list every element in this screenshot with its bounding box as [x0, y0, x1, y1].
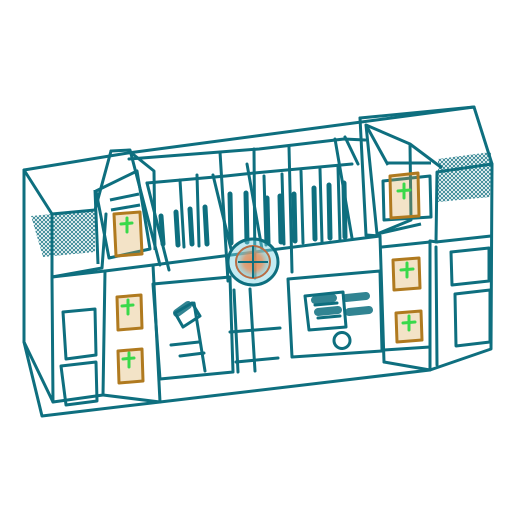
lower-left-assembly: [61, 277, 280, 405]
hatched-rods: [177, 296, 369, 313]
center-spherical-component: [228, 239, 278, 285]
